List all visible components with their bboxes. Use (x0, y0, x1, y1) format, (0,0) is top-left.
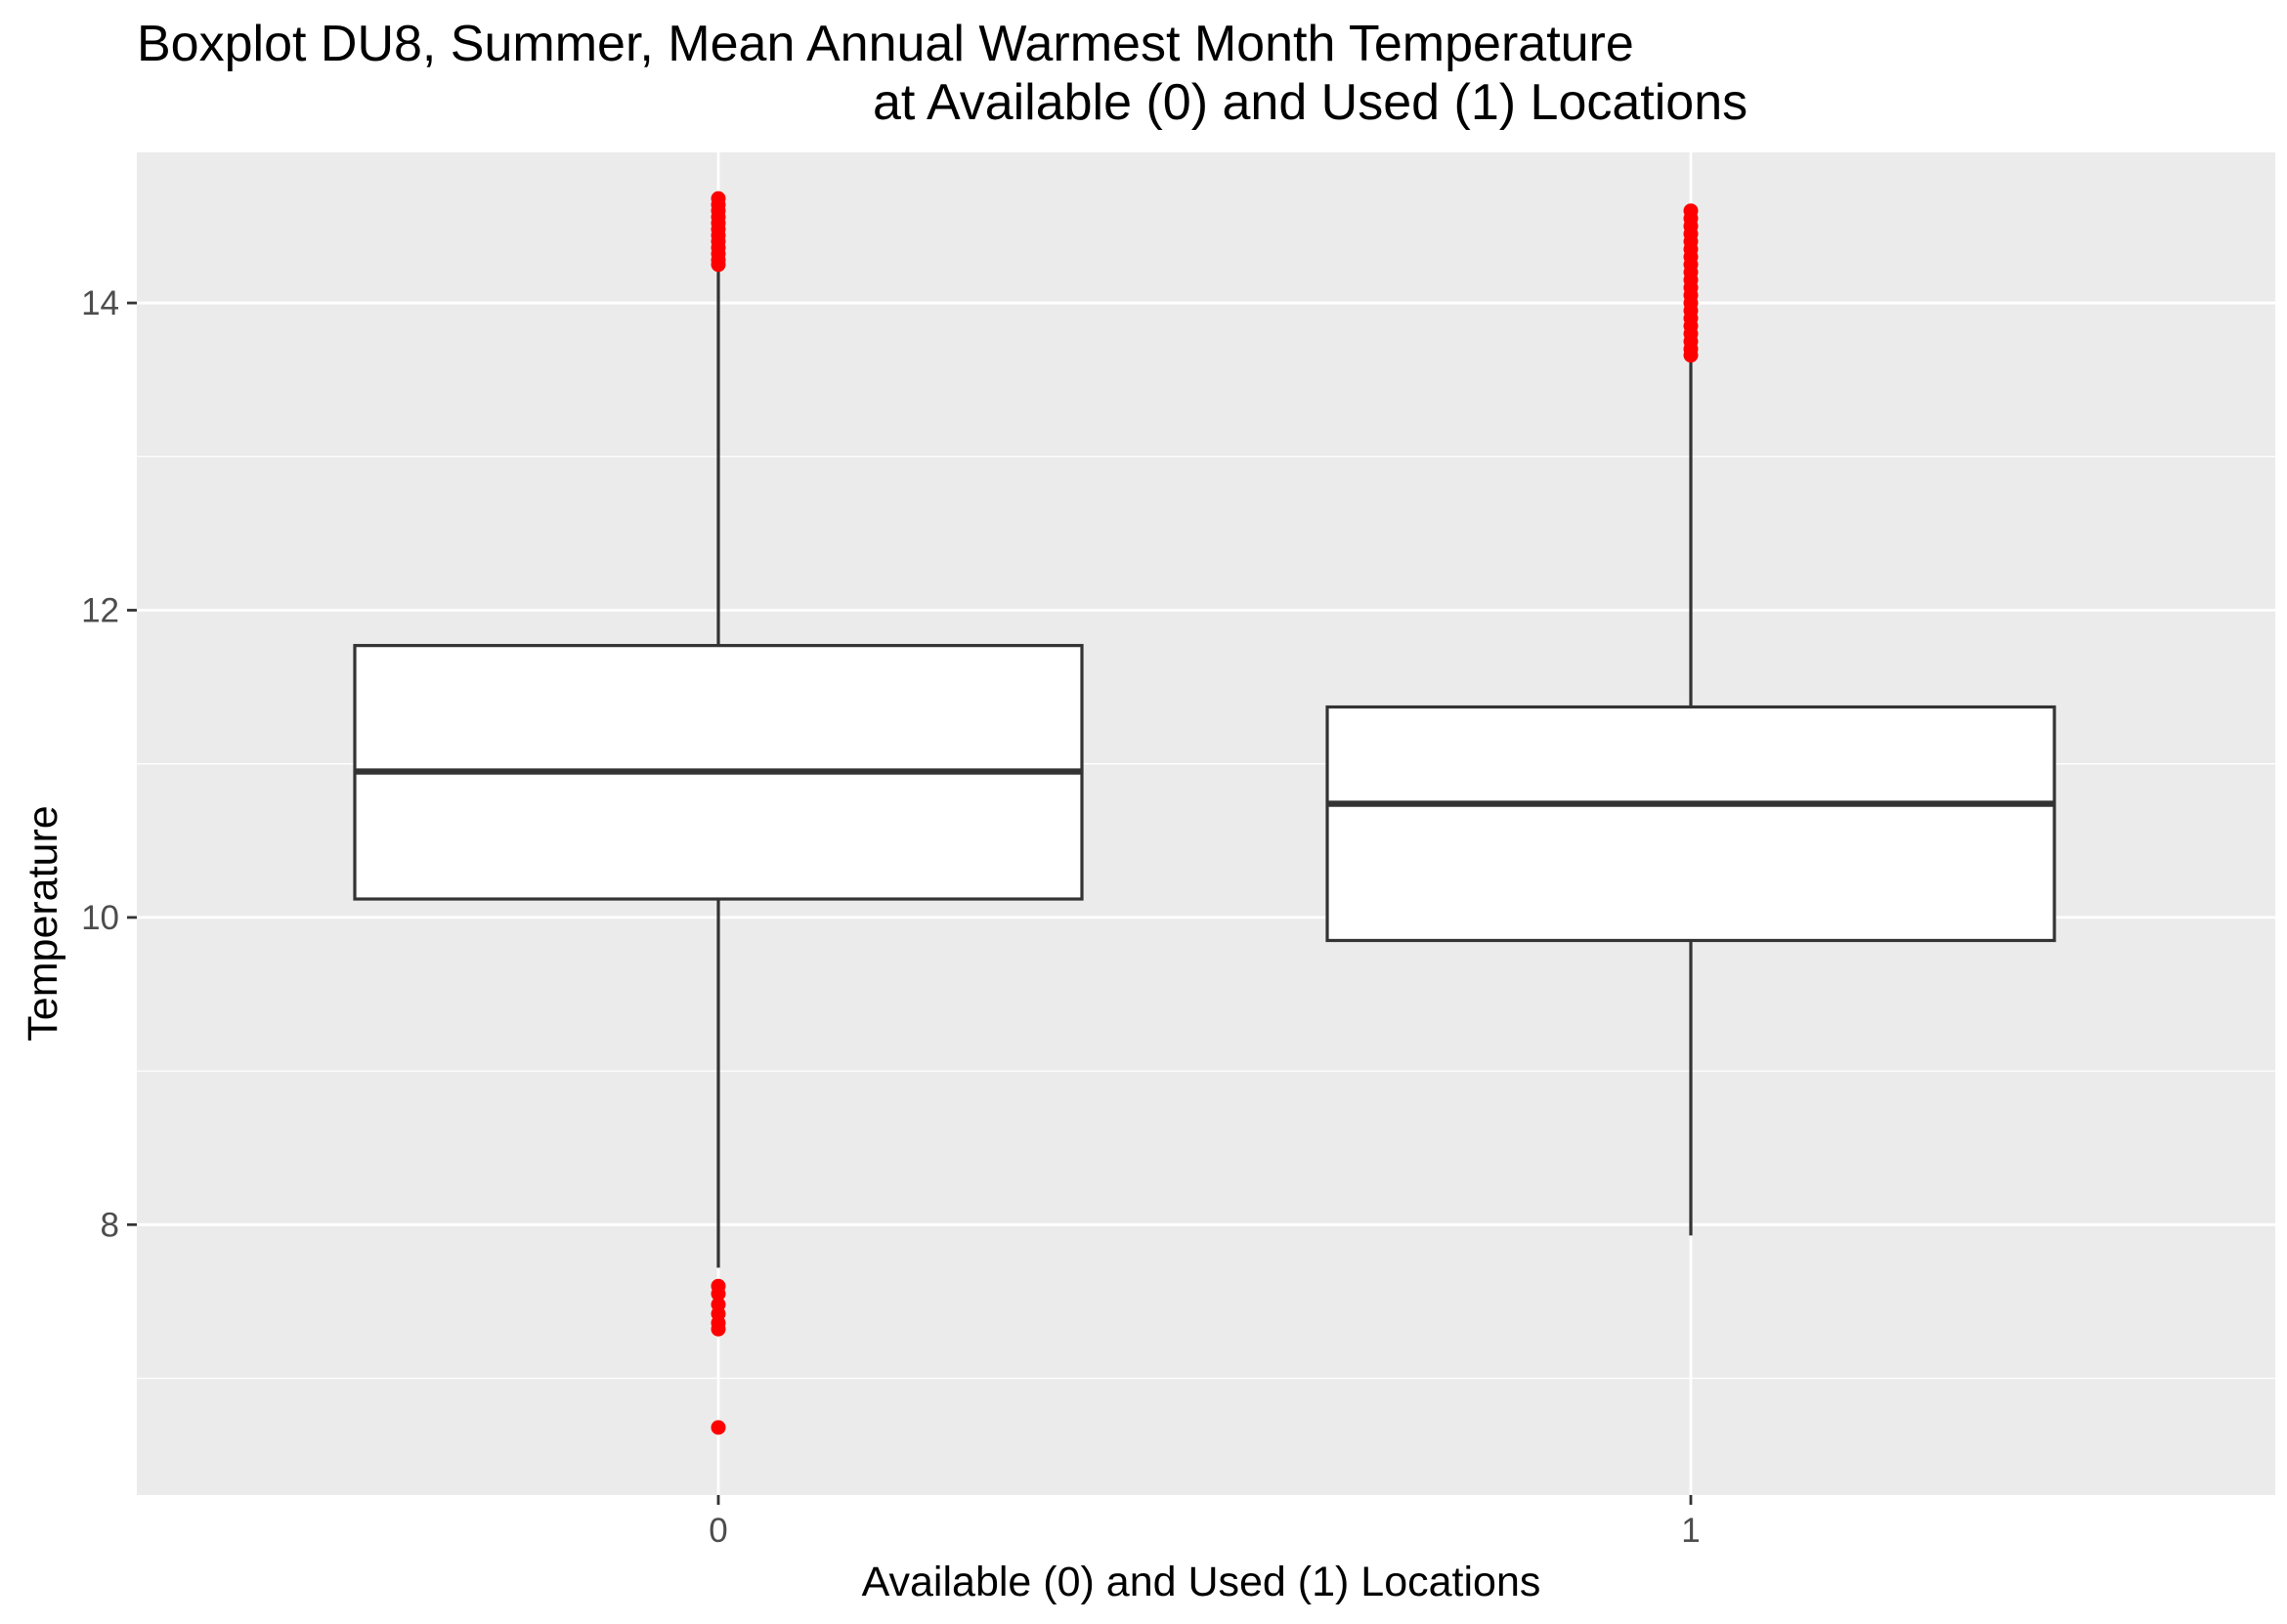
iqr-box (1325, 705, 2056, 943)
outlier-point (1683, 348, 1699, 363)
chart-title-line-2: at Available (0) and Used (1) Locations (873, 74, 1748, 131)
chart-title-line-1: Boxplot DU8, Summer, Mean Annual Warmest… (137, 16, 1634, 72)
y-tick-label: 8 (101, 1206, 119, 1244)
y-tick-label: 14 (81, 284, 119, 322)
y-axis: 8 10 12 14 (81, 284, 137, 1244)
outlier-point (711, 257, 726, 273)
y-tick-label: 12 (81, 591, 119, 629)
outlier-point (711, 1420, 726, 1435)
y-axis-title: Temperature (20, 805, 66, 1041)
x-tick-label: 0 (709, 1512, 727, 1550)
x-tick-label: 1 (1681, 1512, 1700, 1550)
box-category-0 (353, 191, 1084, 1435)
x-axis-title: Available (0) and Used (1) Locations (862, 1559, 1541, 1605)
outlier-point (711, 1321, 726, 1337)
outlier-point (711, 1286, 726, 1302)
box-category-1 (1325, 203, 2056, 1236)
box-group (353, 191, 2056, 1435)
y-tick-label: 10 (81, 899, 119, 937)
